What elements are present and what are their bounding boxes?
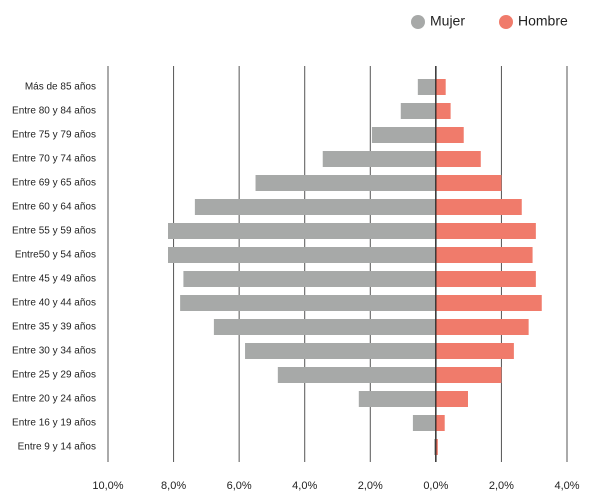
legend-marker <box>411 15 425 29</box>
bar <box>435 127 464 143</box>
y-tick-label: Entre 60 y 64 años <box>12 202 96 213</box>
legend-label: Hombre <box>518 13 568 29</box>
bar <box>255 175 436 191</box>
x-tick-label: 10,0% <box>92 480 123 492</box>
y-tick-label: Entre 69 y 65 años <box>12 178 96 189</box>
bar <box>435 415 445 431</box>
bar <box>435 271 536 287</box>
bar <box>435 103 451 119</box>
bar <box>435 343 514 359</box>
y-tick-label: Entre 80 y 84 años <box>12 106 96 117</box>
x-tick-label: 8,0% <box>161 480 186 492</box>
x-tick-label: 4,0% <box>292 480 317 492</box>
x-tick-label: 2,0% <box>358 480 383 492</box>
y-tick-label: Entre 16 y 19 años <box>12 418 96 429</box>
bar <box>167 223 436 239</box>
y-tick-label: Entre 70 y 74 años <box>12 154 96 165</box>
x-tick-label: 6,0% <box>227 480 252 492</box>
bar <box>400 103 436 119</box>
y-tick-label: Entre 45 y 49 años <box>12 274 96 285</box>
x-tick-label: 0,0% <box>423 480 448 492</box>
bar <box>194 199 436 215</box>
bar <box>435 367 502 383</box>
bar <box>435 439 438 455</box>
bar <box>435 295 542 311</box>
bar <box>417 79 436 95</box>
bar <box>322 151 436 167</box>
bar <box>180 295 436 311</box>
bar <box>213 319 436 335</box>
y-tick-label: Entre 35 y 39 años <box>12 322 96 333</box>
y-tick-label: Entre 25 y 29 años <box>12 370 96 381</box>
y-tick-label: Entre 75 y 79 años <box>12 130 96 141</box>
bar <box>435 391 468 407</box>
x-tick-label: 4,0% <box>554 480 579 492</box>
y-tick-label: Entre 40 y 44 años <box>12 298 96 309</box>
bar <box>435 151 481 167</box>
bar <box>245 343 436 359</box>
bar <box>412 415 436 431</box>
bar <box>435 79 446 95</box>
y-tick-label: Entre 55 y 59 años <box>12 226 96 237</box>
bar <box>435 199 522 215</box>
bar <box>435 247 533 263</box>
x-tick-label: 2,0% <box>489 480 514 492</box>
bar <box>358 391 436 407</box>
bar <box>167 247 436 263</box>
y-tick-label: Entre 20 y 24 años <box>12 394 96 405</box>
bar <box>371 127 436 143</box>
y-tick-label: Entre 9 y 14 años <box>18 442 96 453</box>
bar <box>277 367 436 383</box>
bar <box>435 319 529 335</box>
y-tick-label: Entre50 y 54 años <box>15 250 96 261</box>
bar <box>434 439 436 455</box>
y-tick-label: Entre 30 y 34 años <box>12 346 96 357</box>
legend-label: Mujer <box>430 13 465 29</box>
y-tick-label: Más de 85 años <box>25 82 96 93</box>
bar <box>435 223 536 239</box>
legend-marker <box>499 15 513 29</box>
bar <box>183 271 436 287</box>
bar <box>435 175 502 191</box>
